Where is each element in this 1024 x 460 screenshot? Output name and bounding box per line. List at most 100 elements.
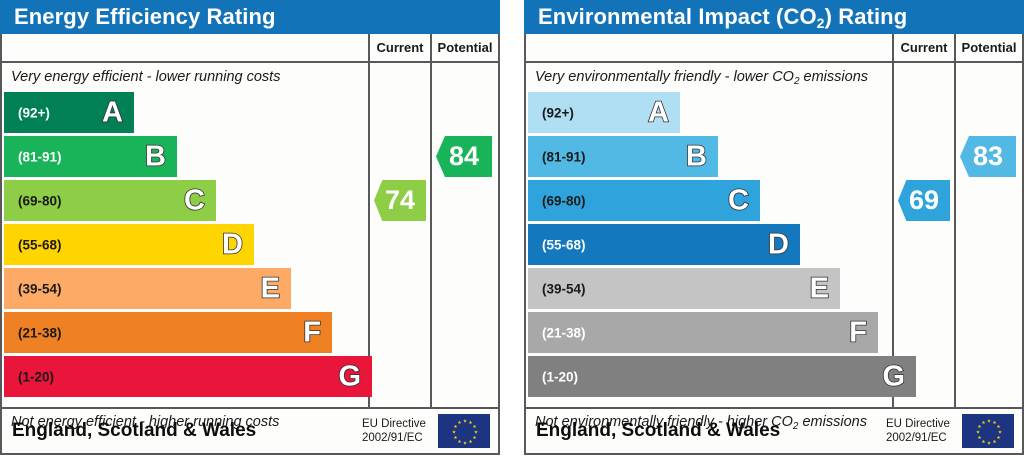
eu-star — [457, 439, 462, 444]
eu-star — [472, 435, 477, 440]
column-header-current: Current — [900, 40, 948, 55]
chart-title-suffix: ) Rating — [824, 4, 908, 29]
caption-top-text: Very environmentally friendly - lower CO — [535, 69, 794, 85]
column-header-current: Current — [376, 40, 424, 55]
potential-rating-value: 84 — [436, 136, 492, 177]
rating-band-g: (1-20) G — [4, 356, 372, 397]
chart-body: Current Potential Very environmentally fri… — [524, 34, 1024, 455]
eu-star — [992, 439, 997, 444]
eu-star — [998, 430, 1002, 434]
rating-band-d: (55-68) D — [4, 224, 254, 265]
environmental-impact-rating-chart: Environmental Impact (CO2) Rating Current… — [524, 0, 1024, 455]
band-range-label: (55-68) — [18, 237, 62, 252]
caption-bottom-suffix: emissions — [798, 414, 867, 430]
band-range-label: (81-91) — [18, 149, 62, 164]
rating-band-a: (92+) A — [528, 92, 680, 133]
eu-flag-icon — [438, 414, 490, 448]
eu-directive-label: EU Directive 2002/91/EC — [362, 417, 438, 446]
footer-divider — [2, 407, 498, 409]
current-column-divider — [368, 34, 370, 407]
chart-title: Environmental Impact (CO2) Rating — [524, 0, 1024, 34]
footer-divider — [526, 407, 1022, 409]
current-rating-value: 69 — [898, 180, 950, 221]
chart-body: Current Potential Very energy efficient - … — [0, 34, 500, 455]
eu-star — [453, 424, 458, 429]
band-letter-f: F — [848, 316, 867, 348]
column-header-potential: Potential — [437, 40, 493, 55]
current-rating-value: 74 — [374, 180, 426, 221]
band-letter-g: G — [338, 360, 362, 392]
column-header-potential: Potential — [961, 40, 1017, 55]
rating-band-f: (21-38) F — [4, 312, 332, 353]
band-letter-a: A — [647, 96, 670, 128]
footer-region-label: England, Scotland & Wales — [12, 420, 257, 441]
band-range-label: (1-20) — [18, 369, 55, 384]
eu-directive-line1: EU Directive — [886, 417, 950, 430]
chart-footer: England, Scotland & Wales EU Directive 200… — [2, 409, 498, 453]
caption-bottom: Not environmentally friendly - higher CO… — [535, 414, 885, 432]
eu-star — [981, 439, 986, 444]
eu-star — [977, 435, 982, 440]
eu-star — [452, 430, 456, 434]
chart-title-text: Energy Efficiency Rating — [14, 4, 276, 29]
eu-directive-line1: EU Directive — [362, 417, 426, 430]
potential-column-divider — [954, 34, 956, 407]
eu-star — [981, 420, 986, 425]
eu-star — [468, 439, 473, 444]
rating-band-e: (39-54) E — [4, 268, 291, 309]
co2-subscript: 2 — [793, 76, 800, 87]
band-range-label: (1-20) — [542, 369, 579, 384]
eu-star — [463, 441, 467, 445]
band-letter-c: C — [183, 184, 206, 216]
column-header-divider — [2, 61, 498, 63]
caption-bottom: Not energy efficient - higher running co… — [11, 414, 361, 430]
eu-directive-line2: 2002/91/EC — [886, 432, 947, 444]
rating-band-a: (92+) A — [4, 92, 134, 133]
caption-bottom-text: Not energy efficient - higher running co… — [11, 414, 280, 430]
band-letter-e: E — [809, 272, 830, 304]
caption-top: Very environmentally friendly - lower CO… — [535, 69, 885, 87]
band-letter-d: D — [767, 228, 790, 260]
band-letter-b: B — [685, 140, 708, 172]
potential-rating-value: 83 — [960, 136, 1016, 177]
co2-subscript: 2 — [792, 421, 799, 432]
chart-footer: England, Scotland & Wales EU Directive 200… — [526, 409, 1022, 453]
eu-star — [457, 420, 462, 425]
rating-band-b: (81-91) B — [528, 136, 718, 177]
chart-title-text: Environmental Impact (CO — [538, 4, 817, 29]
rating-bands: (92+) A (81-91) B (69-80) C (55-68) D (39-54) E (2… — [528, 92, 916, 400]
band-range-label: (21-38) — [18, 325, 62, 340]
rating-bands: (92+) A (81-91) B (69-80) C (55-68) D (39-54) E (2… — [4, 92, 372, 400]
band-letter-g: G — [882, 360, 906, 392]
rating-band-e: (39-54) E — [528, 268, 840, 309]
band-range-label: (39-54) — [542, 281, 586, 296]
eu-star — [472, 424, 477, 429]
caption-top-text: Very energy efficient - lower running co… — [11, 69, 281, 85]
band-letter-f: F — [302, 316, 321, 348]
eu-star — [996, 424, 1001, 429]
rating-band-f: (21-38) F — [528, 312, 878, 353]
rating-band-c: (69-80) C — [4, 180, 216, 221]
rating-band-g: (1-20) G — [528, 356, 916, 397]
eu-star — [976, 430, 980, 434]
potential-column-divider — [430, 34, 432, 407]
rating-band-c: (69-80) C — [528, 180, 760, 221]
eu-flag-icon — [962, 414, 1014, 448]
eu-star — [987, 419, 991, 423]
band-letter-b: B — [144, 140, 167, 172]
caption-bottom-text: Not environmentally friendly - higher CO — [535, 414, 793, 430]
band-letter-a: A — [101, 96, 124, 128]
eu-star — [992, 420, 997, 425]
band-range-label: (81-91) — [542, 149, 586, 164]
eu-star — [987, 441, 991, 445]
column-header-divider — [526, 61, 1022, 63]
band-letter-c: C — [727, 184, 750, 216]
band-range-label: (69-80) — [18, 193, 62, 208]
rating-band-d: (55-68) D — [528, 224, 800, 265]
caption-top-suffix: emissions — [799, 69, 869, 85]
current-column-divider — [892, 34, 894, 407]
band-range-label: (21-38) — [542, 325, 586, 340]
band-range-label: (92+) — [542, 105, 574, 120]
eu-star — [474, 430, 478, 434]
